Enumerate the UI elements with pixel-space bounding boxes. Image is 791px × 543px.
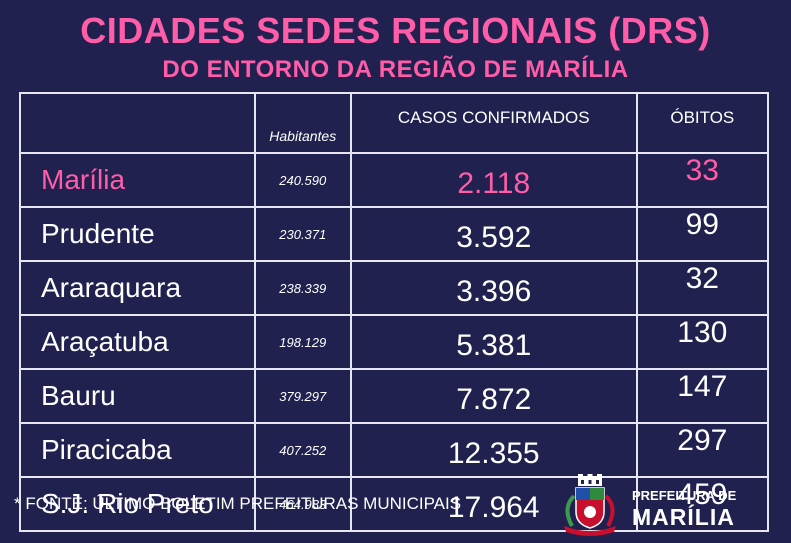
cases-value: 12.355 xyxy=(349,422,638,478)
deaths-value: 147 xyxy=(635,368,770,424)
city-name: Piracicaba xyxy=(19,422,256,478)
table-row: Piracicaba 407.252 12.355 297 xyxy=(19,422,770,478)
header-cases: CASOS CONFIRMADOS xyxy=(349,92,638,154)
deaths-value: 33 xyxy=(635,152,770,208)
cases-value: 3.592 xyxy=(349,206,638,262)
header-city xyxy=(19,92,256,154)
table-row: Bauru 379.297 7.872 147 xyxy=(19,368,770,424)
table-row: Marília 240.590 2.118 33 xyxy=(19,152,770,208)
city-name: Araraquara xyxy=(19,260,256,316)
deaths-value: 297 xyxy=(635,422,770,478)
header-deaths: ÓBITOS xyxy=(635,92,770,154)
page-subtitle: DO ENTORNO DA REGIÃO DE MARÍLIA xyxy=(162,56,629,83)
population-value: 240.590 xyxy=(253,152,352,208)
cases-value: 3.396 xyxy=(349,260,638,316)
table-header-row: Habitantes CASOS CONFIRMADOS ÓBITOS xyxy=(19,92,770,154)
table-row: Araraquara 238.339 3.396 32 xyxy=(19,260,770,316)
data-table: Habitantes CASOS CONFIRMADOS ÓBITOS Marí… xyxy=(19,92,770,532)
municipal-crest-icon xyxy=(564,474,616,536)
logo-text-top: PREFEITURA DE xyxy=(632,488,737,503)
table-row: Araçatuba 198.129 5.381 130 xyxy=(19,314,770,370)
source-note: * FONTE: ÚLTIMO BOLETIM PREFEITURAS MUNI… xyxy=(14,494,462,513)
deaths-value: 32 xyxy=(635,260,770,316)
cases-value: 7.872 xyxy=(349,368,638,424)
logo-text-main: MARÍLIA xyxy=(632,504,735,530)
population-value: 198.129 xyxy=(253,314,352,370)
population-value: 379.297 xyxy=(253,368,352,424)
cases-value: 5.381 xyxy=(349,314,638,370)
population-value: 238.339 xyxy=(253,260,352,316)
header-population: Habitantes xyxy=(253,92,352,154)
city-name: Bauru xyxy=(19,368,256,424)
page-title: CIDADES SEDES REGIONAIS (DRS) xyxy=(80,10,711,51)
deaths-value: 459 xyxy=(635,476,770,532)
population-value: 230.371 xyxy=(253,206,352,262)
cases-value: 2.118 xyxy=(349,152,638,208)
population-value: 407.252 xyxy=(253,422,352,478)
population-value: 464.983 xyxy=(253,476,352,532)
table-row: Prudente 230.371 3.592 99 xyxy=(19,206,770,262)
city-name: Marília xyxy=(19,152,256,208)
city-name: Prudente xyxy=(19,206,256,262)
deaths-value: 130 xyxy=(635,314,770,370)
city-name: Araçatuba xyxy=(19,314,256,370)
prefeitura-logo: PREFEITURA DE MARÍLIA xyxy=(558,474,783,536)
deaths-value: 99 xyxy=(635,206,770,262)
city-name: S.J. Rio Preto xyxy=(19,476,256,532)
